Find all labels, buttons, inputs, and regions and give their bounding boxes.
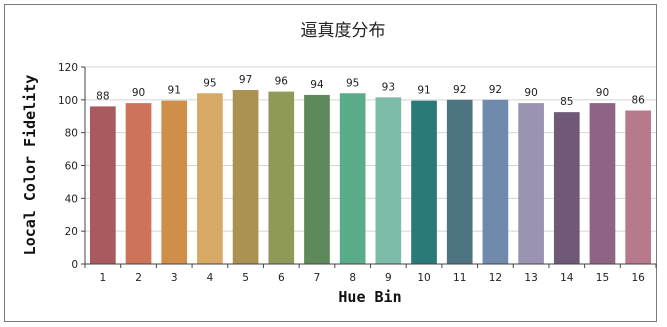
- y-tick-label: 60: [65, 161, 78, 173]
- x-tick-label: 7: [314, 272, 321, 284]
- x-tick-label: 13: [524, 272, 537, 284]
- y-axis-label: Local Color Fidelity: [21, 75, 39, 256]
- y-tick-label: 0: [71, 259, 78, 271]
- x-tick-label: 2: [135, 272, 142, 284]
- y-tick-label: 120: [58, 62, 78, 74]
- bar: [232, 89, 259, 264]
- bar-data-label: 95: [203, 77, 216, 89]
- x-tick-label: 12: [489, 272, 502, 284]
- x-tick-label: 15: [596, 272, 609, 284]
- bar: [518, 103, 544, 264]
- bar-data-label: 92: [453, 84, 466, 96]
- x-tick-label: 11: [453, 272, 466, 284]
- bar-data-label: 97: [239, 74, 252, 86]
- x-tick-label: 1: [100, 272, 107, 284]
- bar-data-label: 91: [168, 85, 181, 97]
- bar: [268, 91, 295, 264]
- y-tick-label: 100: [58, 95, 78, 107]
- bar-data-label: 90: [132, 87, 145, 99]
- bar-data-label: 95: [346, 77, 359, 89]
- bar: [375, 97, 402, 264]
- bar: [304, 94, 330, 265]
- bar-data-label: 96: [275, 76, 289, 88]
- x-tick-label: 10: [417, 272, 430, 284]
- bar-data-label: 92: [489, 84, 502, 96]
- bars: 88 90 91 95 97 96 94 95 93 91 92 92 90 85 90 86: [89, 74, 652, 265]
- bar-data-label: 90: [596, 87, 609, 99]
- bar-data-label: 91: [417, 85, 430, 97]
- y-tick-label: 20: [65, 226, 78, 238]
- bar: [89, 106, 116, 265]
- x-tick-label: 4: [207, 272, 214, 284]
- bar: [589, 103, 616, 264]
- x-tick-label: 16: [631, 272, 645, 284]
- bar-data-label: 93: [382, 81, 395, 93]
- bar-data-label: 94: [310, 79, 324, 91]
- bar: [482, 99, 509, 264]
- y-tick-label: 80: [65, 128, 78, 140]
- bar: [553, 112, 580, 264]
- y-axis-ticks: 0 20 40 60 80 100 120: [58, 62, 85, 271]
- bar-data-label: 85: [560, 96, 573, 108]
- chart-title: 逼真度分布: [301, 21, 386, 41]
- bar: [197, 93, 223, 265]
- x-tick-label: 14: [560, 272, 574, 284]
- x-tick-label: 5: [242, 272, 249, 284]
- x-tick-label: 9: [385, 272, 392, 284]
- bar-data-label: 86: [631, 95, 645, 107]
- x-tick-label: 6: [278, 272, 285, 284]
- x-axis-label: Hue Bin: [338, 288, 401, 306]
- bar: [161, 100, 188, 264]
- bar: [339, 93, 366, 265]
- bar: [625, 110, 652, 264]
- x-tick-label: 8: [349, 272, 356, 284]
- bar: [411, 100, 437, 264]
- bar-data-label: 90: [524, 87, 537, 99]
- bar: [125, 103, 152, 264]
- x-tick-label: 3: [171, 272, 178, 284]
- x-axis-ticks: 1 2 3 4 5 6 7 8 9 10 11 12 13 14 15 16: [84, 264, 657, 284]
- y-tick-label: 40: [65, 193, 78, 205]
- bar: [446, 99, 473, 264]
- bar-data-label: 88: [96, 90, 109, 102]
